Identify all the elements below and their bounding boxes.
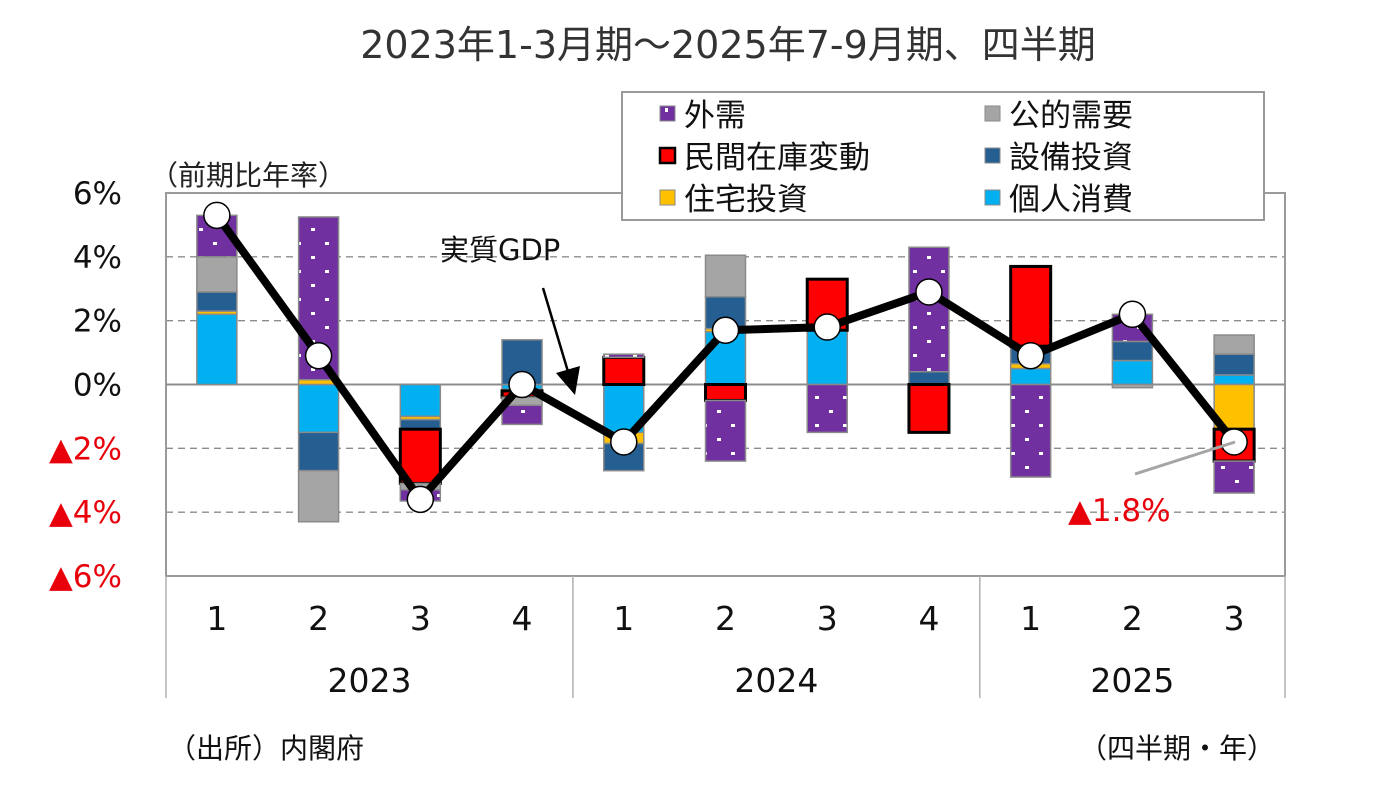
x-tick-label: 2: [1122, 599, 1143, 638]
bar-segment-0-8: [1011, 369, 1051, 385]
y-axis-unit-label: （前期比年率）: [150, 159, 346, 192]
gdp-marker: [713, 317, 739, 343]
bar-segment-3-8: [1011, 266, 1051, 346]
legend-label: 外需: [684, 98, 746, 134]
x-tick-label: 4: [918, 599, 939, 638]
x-tick-label: 3: [817, 599, 838, 638]
last-value-label: ▲1.8%: [1068, 493, 1171, 529]
x-year-label: 2024: [734, 661, 818, 700]
y-axis-ticks: 6% 4% 2% 0% ▲2% ▲4% ▲6%: [49, 176, 122, 595]
gdp-marker: [814, 314, 840, 340]
x-tick-label: 3: [410, 599, 431, 638]
gdp-marker: [1018, 343, 1044, 369]
gdp-marker: [916, 279, 942, 305]
y-tick-label: ▲2%: [49, 431, 122, 467]
legend-swatch: [660, 190, 675, 205]
gdp-annotation-arrow-head: [556, 366, 580, 395]
x-tick-label: 1: [206, 599, 227, 638]
chart-title: 2023年1-3月期～2025年7-9月期、四半期: [360, 23, 1096, 67]
bar-segment-0-0: [197, 314, 237, 384]
x-axis-unit-label: （四半期・年）: [1079, 732, 1275, 765]
bar-segment-4-0: [197, 257, 237, 292]
bar-segment-3-4: [604, 357, 644, 384]
x-tick-label: 3: [1224, 599, 1245, 638]
bar-segment-3-5: [706, 385, 746, 401]
gdp-annotation-label: 実質GDP: [440, 233, 560, 267]
x-year-label: 2023: [327, 661, 411, 700]
bar-segment-5-3: [502, 405, 542, 424]
source-label: （出所）内閣府: [168, 732, 364, 765]
bar-segment-4-10: [1214, 335, 1254, 354]
gdp-annotation-arrow-shaft: [543, 288, 569, 375]
gdp-marker: [1119, 301, 1145, 327]
legend-label: 公的需要: [1009, 98, 1133, 134]
gdp-marker: [509, 372, 535, 398]
legend-swatch: [985, 106, 1000, 121]
x-tick-label: 1: [613, 599, 634, 638]
gdp-marker: [306, 343, 332, 369]
y-tick-label: 2%: [73, 304, 122, 340]
y-tick-label: 4%: [73, 240, 122, 276]
x-tick-label: 4: [512, 599, 533, 638]
stacked-bars: [197, 215, 1254, 521]
legend-swatch: [985, 148, 1000, 163]
bar-segment-2-10: [1214, 354, 1254, 375]
legend-swatch: [985, 190, 1000, 205]
bar-segment-4-9: [1112, 385, 1152, 388]
legend-label: 設備投資: [1009, 140, 1133, 176]
legend-label: 住宅投資: [684, 182, 808, 218]
y-tick-label: ▲6%: [49, 559, 122, 595]
bar-segment-2-1: [299, 432, 339, 470]
bar-segment-5-10: [1214, 461, 1254, 493]
bar-segment-5-5: [706, 400, 746, 461]
bar-segment-0-2: [400, 385, 440, 417]
x-axis: 1 2 3 4 2023 1 2 3 4 2024 1 2 3 2025: [166, 576, 1285, 700]
x-tick-label: 1: [1020, 599, 1041, 638]
gdp-marker: [407, 486, 433, 512]
y-tick-label: 0%: [73, 368, 122, 404]
x-tick-label: 2: [308, 599, 329, 638]
bar-segment-4-5: [706, 255, 746, 296]
bar-segment-5-7: [909, 247, 949, 371]
bar-segment-0-1: [299, 385, 339, 433]
x-tick-label: 2: [715, 599, 736, 638]
bar-segment-5-8: [1011, 385, 1051, 478]
legend-swatch: [660, 148, 675, 163]
legend-label: 民間在庫変動: [684, 140, 870, 176]
bar-segment-3-7: [909, 385, 949, 433]
gdp-marker: [611, 429, 637, 455]
bar-segment-2-9: [1112, 341, 1152, 360]
bar-segment-0-9: [1112, 361, 1152, 385]
gdp-marker: [204, 202, 230, 228]
bar-segment-2-7: [909, 372, 949, 385]
legend-swatch-dot: [665, 108, 668, 112]
y-tick-label: ▲4%: [49, 495, 122, 531]
bar-segment-4-1: [299, 471, 339, 522]
x-year-label: 2025: [1090, 661, 1174, 700]
bar-segment-2-0: [197, 292, 237, 311]
bar-segment-5-4: [604, 354, 644, 357]
bar-segment-0-10: [1214, 375, 1254, 385]
y-tick-label: 6%: [73, 176, 122, 212]
legend-label: 個人消費: [1009, 182, 1133, 218]
bar-segment-5-6: [807, 385, 847, 433]
